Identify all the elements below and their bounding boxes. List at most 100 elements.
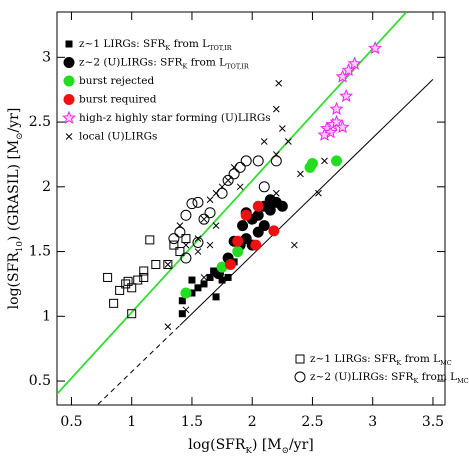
data-point bbox=[240, 155, 252, 167]
subscript: MC bbox=[440, 359, 452, 367]
data-point bbox=[198, 213, 210, 225]
y-tick-label: 1 bbox=[42, 308, 51, 324]
data-point bbox=[212, 189, 220, 197]
data-point bbox=[139, 272, 149, 282]
data-point bbox=[270, 155, 282, 167]
data-point bbox=[275, 79, 283, 87]
data-point bbox=[200, 215, 208, 223]
data-point bbox=[341, 62, 356, 77]
data-point bbox=[168, 233, 180, 245]
y-tick-label: 1.5 bbox=[29, 244, 51, 260]
data-point bbox=[164, 261, 172, 268]
data-point bbox=[182, 306, 190, 314]
x-tick-label: 3 bbox=[368, 414, 377, 430]
plot-frame bbox=[56, 11, 446, 406]
data-point bbox=[178, 310, 186, 318]
legend-marker bbox=[63, 75, 75, 87]
data-point bbox=[306, 158, 318, 170]
y-tick-label: 2.5 bbox=[29, 114, 51, 130]
label-part: log(SFR bbox=[188, 437, 246, 453]
data-point bbox=[145, 235, 155, 245]
x-tick-label: 1.5 bbox=[181, 414, 203, 430]
data-point bbox=[194, 235, 202, 242]
data-point bbox=[180, 209, 192, 221]
data-point bbox=[335, 69, 350, 83]
y-tick-label: 0.5 bbox=[29, 373, 51, 389]
data-point bbox=[109, 298, 119, 308]
data-point bbox=[234, 161, 246, 173]
subscript: K bbox=[182, 63, 187, 71]
legend-marker bbox=[62, 110, 76, 124]
data-point bbox=[250, 239, 262, 251]
data-point bbox=[163, 260, 173, 270]
data-point bbox=[258, 220, 270, 232]
data-point bbox=[192, 236, 204, 248]
data-point bbox=[188, 276, 196, 284]
data-point bbox=[272, 105, 280, 113]
data-point bbox=[232, 235, 244, 247]
x-axis-label: log(SFRK) [M⊙/yr] bbox=[188, 437, 313, 456]
data-point bbox=[200, 274, 208, 281]
label-part: burst rejected bbox=[79, 75, 154, 87]
x-tick-label: 2 bbox=[248, 414, 257, 430]
label-part: z~1 LIRGs: SFR bbox=[310, 353, 398, 365]
label-part: ) [M bbox=[252, 437, 282, 453]
data-point bbox=[174, 226, 186, 238]
subscript: K bbox=[413, 377, 418, 385]
subscript: K bbox=[245, 446, 252, 456]
data-point bbox=[321, 157, 328, 165]
legend-label: z~2 (U)LIRGs: SFRK from LMC bbox=[310, 371, 469, 385]
reference-line bbox=[179, 78, 434, 326]
y-tick-label: 3 bbox=[42, 49, 51, 65]
data-point bbox=[133, 275, 143, 285]
legend-label: burst rejected bbox=[79, 75, 154, 87]
data-point bbox=[329, 114, 344, 128]
data-point bbox=[291, 241, 298, 249]
data-point bbox=[260, 138, 268, 145]
label-part: local (U)LIRGs bbox=[79, 131, 157, 143]
data-point bbox=[237, 220, 249, 232]
label-part: z~2 (U)LIRGs: SFR bbox=[79, 57, 184, 69]
data-point bbox=[127, 283, 137, 293]
data-point bbox=[232, 246, 244, 258]
data-point bbox=[139, 266, 149, 276]
legend-label: high-z highly star forming (U)LIRGs bbox=[79, 112, 271, 124]
data-point bbox=[181, 234, 191, 244]
legend-marker bbox=[295, 354, 305, 364]
data-point bbox=[335, 119, 350, 134]
legend-label: z~1 LIRGs: SFRK from LTOT,IR bbox=[79, 38, 233, 52]
data-point bbox=[347, 56, 362, 70]
data-point bbox=[180, 252, 192, 264]
subscript: K bbox=[165, 44, 170, 52]
data-point bbox=[206, 241, 214, 249]
data-point bbox=[200, 280, 208, 288]
data-point bbox=[115, 285, 125, 295]
data-point bbox=[178, 297, 186, 305]
legend-marker bbox=[65, 40, 73, 48]
y-axis-label: log(SFR10) (GRASIL) [M⊙/yr] bbox=[6, 108, 25, 310]
x-tick-label: 2.5 bbox=[301, 414, 323, 430]
data-point bbox=[317, 127, 332, 141]
data-point bbox=[151, 260, 161, 270]
data-point bbox=[228, 168, 240, 180]
data-point bbox=[258, 181, 270, 193]
data-point bbox=[252, 200, 264, 212]
label-part: from L bbox=[170, 38, 209, 50]
label-part: /yr] bbox=[6, 108, 22, 133]
x-tick-label: 3.5 bbox=[422, 414, 444, 430]
data-point bbox=[175, 247, 185, 257]
data-point bbox=[252, 155, 264, 167]
legend-marker bbox=[65, 133, 73, 140]
data-point bbox=[194, 248, 202, 255]
data-point bbox=[264, 204, 276, 216]
subscript: ⊙ bbox=[282, 446, 289, 456]
data-point bbox=[212, 222, 220, 230]
label-part: ) (GRASIL) [M bbox=[6, 140, 22, 241]
data-point bbox=[169, 240, 179, 250]
data-point bbox=[180, 287, 192, 299]
data-point bbox=[339, 88, 354, 103]
data-point bbox=[204, 207, 216, 219]
data-point bbox=[329, 101, 344, 116]
label-part: log(SFR bbox=[6, 252, 22, 310]
